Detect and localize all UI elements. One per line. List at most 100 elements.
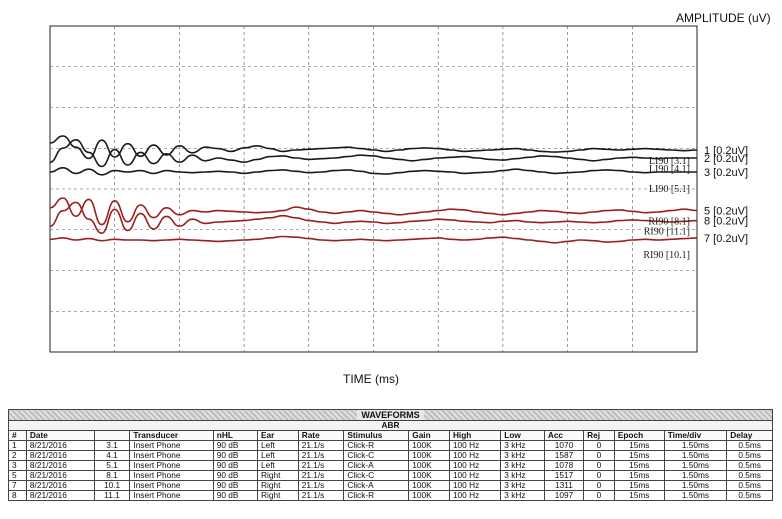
table-cell: Right — [257, 490, 299, 501]
table-cell: 0.5ms — [726, 450, 773, 461]
table-cell: 90 dB — [212, 470, 259, 481]
table-cell: 1097 — [543, 490, 585, 501]
table-cell: 3 kHz — [500, 440, 545, 451]
trace-label-8: 8 [0.2uV] — [704, 216, 748, 228]
table-header-row: # Date Transducer nHL Ear Rate Stimulus Gain Hig… — [8, 430, 773, 441]
table-cell: 3 — [8, 460, 27, 471]
table-cell: Left — [257, 450, 299, 461]
table-cell: Insert Phone — [129, 480, 214, 491]
trace-marker-8: RI90 [11.1] — [644, 227, 690, 238]
table-cell: 2 — [8, 450, 27, 461]
trace-label-3: 3 [0.2uV] — [704, 167, 748, 179]
table-cell: 21.1/s — [297, 490, 345, 501]
table-cell: 3 kHz — [500, 450, 545, 461]
table-cell: Left — [257, 460, 299, 471]
table-cell: 100K — [408, 480, 450, 491]
table-cell: 3 kHz — [500, 470, 545, 481]
table-cell: 8/21/2016 — [25, 440, 95, 451]
table-cell: 1070 — [543, 440, 585, 451]
table-cell: 15ms — [613, 460, 665, 471]
table-cell: 8/21/2016 — [25, 470, 95, 481]
table-cell: 5.1 — [93, 460, 131, 471]
table-cell: Right — [257, 470, 299, 481]
table-row: 2 8/21/2016 4.1 Insert Phone 90 dB Left 21.1/s… — [8, 450, 773, 461]
table-row: 1 8/21/2016 3.1 Insert Phone 90 dB Left 21.1/s… — [8, 440, 773, 451]
table-cell: 90 dB — [212, 450, 259, 461]
table-subtitle: ABR — [8, 420, 773, 431]
table-cell: 100K — [408, 470, 450, 481]
table-cell: 100 Hz — [448, 480, 502, 491]
table-cell: 1311 — [543, 480, 585, 491]
table-cell: 8/21/2016 — [25, 490, 95, 501]
table-cell: 5 — [8, 470, 27, 481]
table-cell: Insert Phone — [129, 460, 214, 471]
table-cell: 21.1/s — [297, 470, 345, 481]
table-cell: 1.50ms — [663, 460, 728, 471]
table-cell: 15ms — [613, 480, 665, 491]
table-cell: 100 Hz — [448, 440, 502, 451]
table-cell: 1.50ms — [663, 450, 728, 461]
table-cell: Click-A — [343, 480, 410, 491]
table-cell: 1517 — [543, 470, 585, 481]
column-header — [93, 430, 131, 441]
table-cell: 1.50ms — [663, 470, 728, 481]
table-cell: 100K — [408, 450, 450, 461]
table-cell: Left — [257, 440, 299, 451]
table-cell: Click-C — [343, 470, 410, 481]
table-cell: 100K — [408, 490, 450, 501]
trace-marker-1: LI90 [3.1] — [649, 156, 690, 167]
table-cell: 21.1/s — [297, 450, 345, 461]
trace-5 — [49, 197, 698, 226]
table-cell: 21.1/s — [297, 460, 345, 471]
column-header: Date — [25, 430, 95, 441]
x-axis-label: TIME (ms) — [343, 372, 399, 386]
table-cell: 0.5ms — [726, 470, 773, 481]
table-cell: 3.1 — [93, 440, 131, 451]
table-cell: Insert Phone — [129, 440, 214, 451]
trace-label-2: 2 [0.2uV] — [704, 153, 748, 165]
table-cell: 0 — [583, 460, 615, 471]
table-cell: Right — [257, 480, 299, 491]
table-cell: 0.5ms — [726, 440, 773, 451]
table-cell: 11.1 — [93, 490, 131, 501]
column-header: Rate — [297, 430, 345, 441]
trace-marker-2: LI90 [4.1] — [649, 164, 690, 175]
table-cell: 3 kHz — [500, 490, 545, 501]
trace-marker-5: RI90 [8.1] — [648, 217, 690, 228]
table-cell: 0 — [583, 440, 615, 451]
table-cell: 8/21/2016 — [25, 460, 95, 471]
column-header: High — [448, 430, 502, 441]
trace-label-5: 5 [0.2uV] — [704, 206, 748, 218]
table-body: 1 8/21/2016 3.1 Insert Phone 90 dB Left 21.1/s… — [8, 440, 773, 501]
table-cell: 0.5ms — [726, 460, 773, 471]
column-header: Ear — [257, 430, 299, 441]
table-cell: 0 — [583, 480, 615, 491]
table-cell: 0.5ms — [726, 480, 773, 491]
table-cell: Click-C — [343, 450, 410, 461]
table-cell: 1.50ms — [663, 480, 728, 491]
table-cell: 90 dB — [212, 440, 259, 451]
table-cell: 90 dB — [212, 490, 259, 501]
table-cell: Click-R — [343, 440, 410, 451]
trace-marker-7: RI90 [10.1] — [643, 250, 690, 261]
chart-grid — [49, 25, 698, 353]
table-cell: 100 Hz — [448, 490, 502, 501]
table-cell: 15ms — [613, 490, 665, 501]
table-cell: 21.1/s — [297, 480, 345, 491]
table-cell: 100 Hz — [448, 470, 502, 481]
table-title: WAVEFORMS — [357, 409, 424, 420]
table-cell: 10.1 — [93, 480, 131, 491]
table-cell: Insert Phone — [129, 490, 214, 501]
trace-7 — [49, 235, 698, 244]
column-header: Acc — [543, 430, 585, 441]
table-cell: 100 Hz — [448, 450, 502, 461]
trace-marker-3: LI90 [5.1] — [649, 184, 690, 195]
column-header: # — [8, 430, 27, 441]
column-header: Stimulus — [343, 430, 410, 441]
table-cell: Insert Phone — [129, 450, 214, 461]
table-cell: 15ms — [613, 470, 665, 481]
table-cell: 3 kHz — [500, 480, 545, 491]
table-cell: 90 dB — [212, 460, 259, 471]
table-cell: 21.1/s — [297, 440, 345, 451]
waveform-chart: 1 [0.2uV] LI90 [3.1] 2 [0.2uV] LI90 [4.1] 3 … — [49, 25, 748, 353]
